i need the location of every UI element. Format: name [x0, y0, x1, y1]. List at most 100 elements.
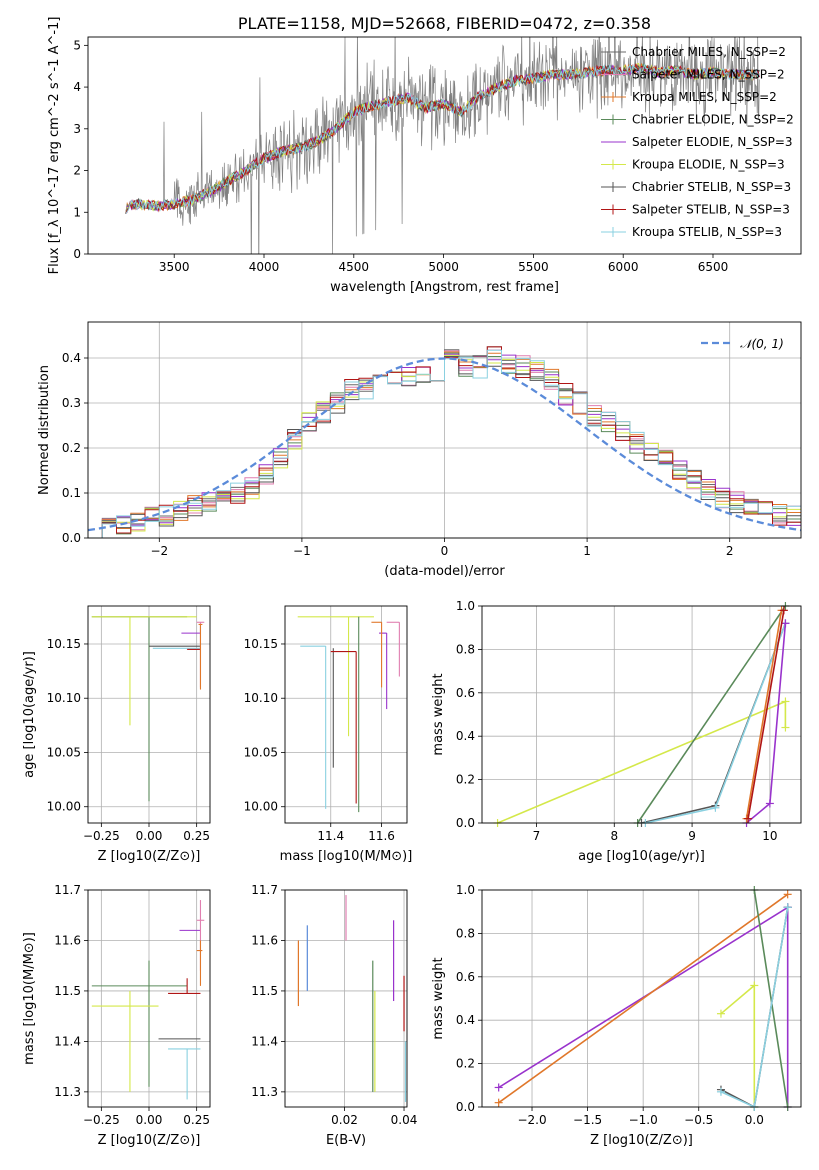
- x-tick-label: 0.00: [136, 829, 163, 843]
- normal-reference-curve: [88, 357, 801, 532]
- y-tick-label: 0.8: [456, 926, 475, 940]
- y-tick-label: 0.0: [456, 816, 475, 830]
- crosses-plot-area: [91, 900, 205, 1100]
- spectrum-plot-area: [125, 37, 760, 254]
- y-tick-label: 11.4: [251, 1034, 278, 1048]
- y-axis-label: mass weight: [431, 673, 446, 755]
- mass-weight-line: [636, 605, 787, 824]
- y-tick-label: 0.6: [456, 970, 475, 984]
- x-tick-label: 10: [762, 829, 777, 843]
- y-tick-label: 0.6: [456, 686, 475, 700]
- y-tick-label: 5: [73, 38, 81, 52]
- weights-plot-area: [493, 602, 790, 827]
- mass-weight-line: [720, 983, 756, 1107]
- plot-frame: [284, 605, 408, 824]
- x-axis-label: wavelength [Angstrom, rest frame]: [330, 280, 559, 295]
- x-tick-label: −0.5: [684, 1113, 713, 1127]
- x-tick-label: −1: [293, 544, 311, 558]
- plot-frame: [87, 321, 802, 539]
- x-tick-label: 0.0: [745, 1113, 764, 1127]
- y-tick-label: 0.2: [456, 773, 475, 787]
- histogram-plot-area: [88, 346, 801, 538]
- y-tick-label: 0: [73, 247, 81, 261]
- x-axis-label: Z [log10(Z/Z⊙)]: [98, 849, 201, 864]
- y-axis-label: Normed distribution: [37, 365, 52, 495]
- x-tick-label: 11.4: [317, 829, 344, 843]
- plot-frame: [87, 605, 211, 824]
- y-tick-label: 0.4: [456, 729, 475, 743]
- x-tick-label: 11.6: [368, 829, 395, 843]
- x-tick-label: 4000: [249, 260, 280, 274]
- legend-entry-label: Kroupa ELODIE, N_SSP=3: [632, 158, 785, 172]
- legend-entry-label: Chabrier MILES, N_SSP=2: [632, 45, 786, 59]
- x-axis-label: Z [log10(Z/Z⊙)]: [590, 1133, 693, 1148]
- x-tick-label: −2: [150, 544, 168, 558]
- histogram-series-step: [88, 349, 801, 538]
- x-tick-label: −1.5: [573, 1113, 602, 1127]
- x-tick-label: −0.25: [83, 1113, 120, 1127]
- y-tick-label: 10.00: [47, 800, 81, 814]
- y-tick-label: 10.05: [47, 745, 81, 759]
- y-tick-label: 1.0: [456, 883, 475, 897]
- y-tick-label: 2: [73, 164, 81, 178]
- model-series-line: [125, 63, 760, 214]
- x-tick-label: 6000: [608, 260, 639, 274]
- legend-entry-label: Kroupa STELIB, N_SSP=3: [632, 225, 782, 239]
- x-axis-label: (data-model)/error: [384, 564, 505, 579]
- x-tick-label: 0.04: [391, 1113, 418, 1127]
- x-tick-label: 9: [688, 829, 696, 843]
- x-tick-label: 3500: [159, 260, 190, 274]
- x-tick-label: 1: [583, 544, 591, 558]
- x-axis-label: mass [log10(M/M⊙)]: [280, 849, 413, 864]
- chart-title: PLATE=1158, MJD=52668, FIBERID=0472, z=0…: [238, 14, 651, 33]
- x-tick-label: 0.00: [136, 1113, 163, 1127]
- legend-entry-label: Kroupa MILES, N_SSP=2: [632, 90, 777, 104]
- y-tick-label: 10.00: [244, 800, 278, 814]
- x-tick-label: 8: [610, 829, 618, 843]
- x-tick-label: 0.25: [183, 1113, 210, 1127]
- plot-frame: [481, 889, 802, 1108]
- y-axis-label: age [log10(age/yr)]: [22, 651, 37, 778]
- plot-frame: [87, 889, 211, 1108]
- y-tick-label: 4: [73, 80, 81, 94]
- y-tick-label: 11.3: [54, 1085, 81, 1099]
- y-tick-label: 11.4: [54, 1034, 81, 1048]
- y-tick-label: 0.0: [456, 1100, 475, 1114]
- y-tick-label: 1: [73, 205, 81, 219]
- y-axis-label: mass weight: [431, 957, 446, 1039]
- y-tick-label: 10.15: [244, 637, 278, 651]
- x-tick-label: 0: [441, 544, 449, 558]
- y-tick-label: 0.4: [456, 1013, 475, 1027]
- y-tick-label: 0.1: [62, 486, 81, 500]
- x-axis-label: Z [log10(Z/Z⊙)]: [98, 1133, 201, 1148]
- x-axis-label: age [log10(age/yr)]: [578, 849, 705, 864]
- x-tick-label: −1.0: [629, 1113, 658, 1127]
- legend-entry-label: Chabrier ELODIE, N_SSP=2: [632, 113, 794, 127]
- plot-frame: [87, 36, 802, 255]
- y-tick-label: 11.7: [54, 883, 81, 897]
- y-tick-label: 3: [73, 122, 81, 136]
- x-tick-label: −0.25: [83, 829, 120, 843]
- mass-weight-line: [753, 889, 789, 1108]
- y-tick-label: 11.6: [251, 933, 278, 947]
- x-tick-label: 6500: [698, 260, 729, 274]
- y-tick-label: 0.3: [62, 396, 81, 410]
- x-tick-label: 7: [533, 829, 541, 843]
- x-tick-label: 4500: [339, 260, 370, 274]
- x-tick-label: 5500: [518, 260, 549, 274]
- y-tick-label: 10.10: [47, 691, 81, 705]
- legend-entry-label: Chabrier STELIB, N_SSP=3: [632, 180, 791, 194]
- y-tick-label: 11.5: [54, 984, 81, 998]
- y-tick-label: 0.0: [62, 531, 81, 545]
- mass-weight-line: [497, 700, 787, 824]
- y-tick-label: 11.5: [251, 984, 278, 998]
- legend-entry-label: 𝒩(0, 1): [740, 337, 784, 351]
- y-tick-label: 0.2: [62, 441, 81, 455]
- crosses-plot-area: [91, 616, 205, 802]
- x-tick-label: 0.02: [331, 1113, 358, 1127]
- y-tick-label: 0.2: [456, 1057, 475, 1071]
- y-tick-label: 10.05: [244, 745, 278, 759]
- mass-weight-line: [498, 905, 789, 1107]
- x-axis-label: E(B-V): [326, 1133, 366, 1148]
